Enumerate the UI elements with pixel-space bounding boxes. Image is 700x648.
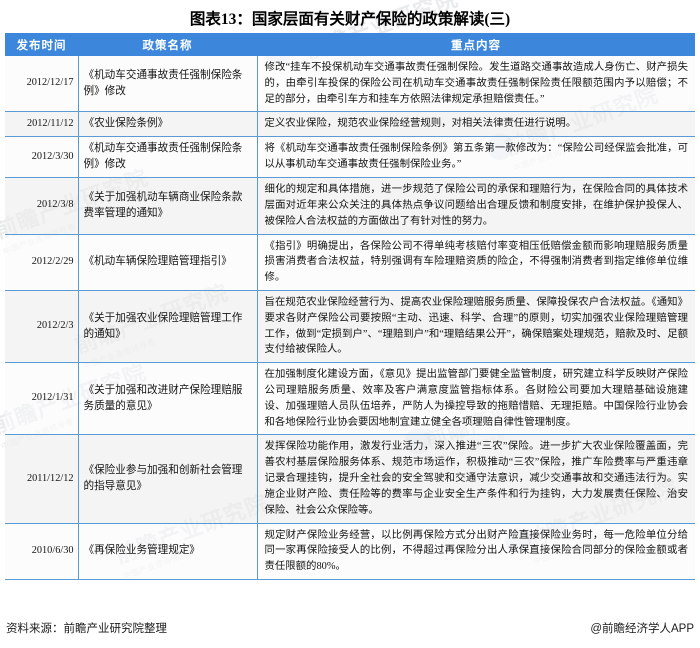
cell-key-content: 在加强制度化建设方面，《意见》提出监管部门要健全监管制度，研究建立科学反映财产保…	[257, 362, 695, 436]
footer: 资料来源：前瞻产业研究院整理 @前瞻经济学人APP	[0, 620, 700, 640]
cell-key-content: 规定财产保险业务经营，以比例再保险方式分出财产险直接保险业务时，每一危险单位分给…	[257, 523, 695, 580]
table-row: 2012/3/30 《机动车交通事故责任强制保险条例》修改 将《机动车交通事故责任强…	[5, 136, 695, 179]
cell-date: 2012/11/12	[5, 111, 79, 138]
column-header-name: 政策名称	[78, 33, 257, 56]
table-row: 2012/2/29 《机动车辆保险理赔管理指引》 《指引》明确提出，各保险公司不得单…	[5, 234, 695, 291]
table-header-row: 发布时间 政策名称 重点内容	[5, 33, 695, 56]
column-header-content: 重点内容	[257, 33, 695, 56]
cell-key-content: 定义农业保险，规范农业保险经营规则，对相关法律责任进行说明。	[257, 111, 695, 138]
table-row: 2012/2/3 《关于加强农业保险理赔管理工作的通知》 旨在规范农业保险经营行为、…	[5, 290, 695, 364]
cell-policy-name: 《农业保险条例》	[78, 111, 258, 138]
cell-policy-name: 《机动车交通事故责任强制保险条例》修改	[78, 136, 258, 179]
table-row: 2012/3/8 《关于加强机动车辆商业保险条款费率管理的通知》 细化的规定和具体措…	[5, 177, 695, 235]
cell-policy-name: 《关于加强农业保险理赔管理工作的通知》	[78, 290, 258, 364]
table-row: 2010/6/30 《再保险业务管理规定》 规定财产保险业务经营，以比例再保险方式分…	[5, 523, 695, 580]
policy-table: 发布时间 政策名称 重点内容 2012/12/17 《机动车交通事故责任强制保险条…	[5, 33, 695, 580]
cell-policy-name: 《关于加强机动车辆商业保险条款费率管理的通知》	[78, 177, 258, 235]
cell-key-content: 细化的规定和具体措施，进一步规范了保险公司的承保和理赔行为，在保险合同的具体技术…	[257, 177, 695, 235]
cell-key-content: 《指引》明确提出，各保险公司不得单纯考核赔付率变相压低赔偿金额而影响理赔服务质量…	[257, 234, 695, 291]
table-row: 2012/1/31 《关于加强和改进财产保险理赔服务质量的意见》 在加强制度化建设方…	[5, 362, 695, 436]
cell-date: 2010/6/30	[5, 523, 79, 580]
cell-policy-name: 《再保险业务管理规定》	[78, 523, 258, 580]
cell-policy-name: 《机动车辆保险理赔管理指引》	[78, 234, 258, 291]
table-row: 2011/12/12 《保险业参与加强和创新社会管理的指导意见》 发挥保险功能作用，…	[5, 434, 695, 524]
cell-policy-name: 《关于加强和改进财产保险理赔服务质量的意见》	[78, 362, 258, 436]
source-note: 资料来源：前瞻产业研究院整理	[6, 623, 167, 635]
cell-date: 2012/1/31	[5, 362, 79, 436]
cell-date: 2012/12/17	[5, 56, 79, 113]
cell-date: 2012/3/30	[5, 136, 79, 179]
table-row: 2012/12/17 《机动车交通事故责任强制保险条例》修改 修改“挂车不投保机动车…	[5, 56, 695, 113]
cell-date: 2012/2/29	[5, 234, 79, 291]
cell-key-content: 发挥保险功能作用，激发行业活力，深入推进“三农”保险。进一步扩大农业保险覆盖面，…	[257, 434, 695, 524]
cell-policy-name: 《保险业参与加强和创新社会管理的指导意见》	[78, 434, 258, 524]
table-row: 2012/11/12 《农业保险条例》 定义农业保险，规范农业保险经营规则，对相关法…	[5, 111, 695, 138]
policy-table-container: 发布时间 政策名称 重点内容 2012/12/17 《机动车交通事故责任强制保险条…	[5, 33, 695, 580]
cell-key-content: 旨在规范农业保险经营行为、提高农业保险理赔服务质量、保障投保农户合法权益。《通知…	[257, 290, 695, 364]
cell-policy-name: 《机动车交通事故责任强制保险条例》修改	[78, 56, 258, 113]
page-title: 图表13：国家层面有关财产保险的政策解读(三)	[189, 11, 511, 28]
cell-key-content: 修改“挂车不投保机动车交通事故责任强制保险。发生道路交通事故造成人身伤亡、财产损…	[257, 56, 695, 113]
cell-key-content: 将《机动车交通事故责任强制保险条例》第五条第一款修改为：“保险公司经保监会批准，…	[257, 136, 695, 179]
cell-date: 2011/12/12	[5, 434, 79, 524]
column-header-date: 发布时间	[5, 33, 78, 56]
cell-date: 2012/2/3	[5, 290, 79, 364]
brand-credit: @前瞻经济学人APP	[590, 623, 694, 635]
table-body: 2012/12/17 《机动车交通事故责任强制保险条例》修改 修改“挂车不投保机动车…	[5, 56, 695, 580]
table-header: 发布时间 政策名称 重点内容	[5, 33, 695, 56]
cell-date: 2012/3/8	[5, 177, 79, 235]
